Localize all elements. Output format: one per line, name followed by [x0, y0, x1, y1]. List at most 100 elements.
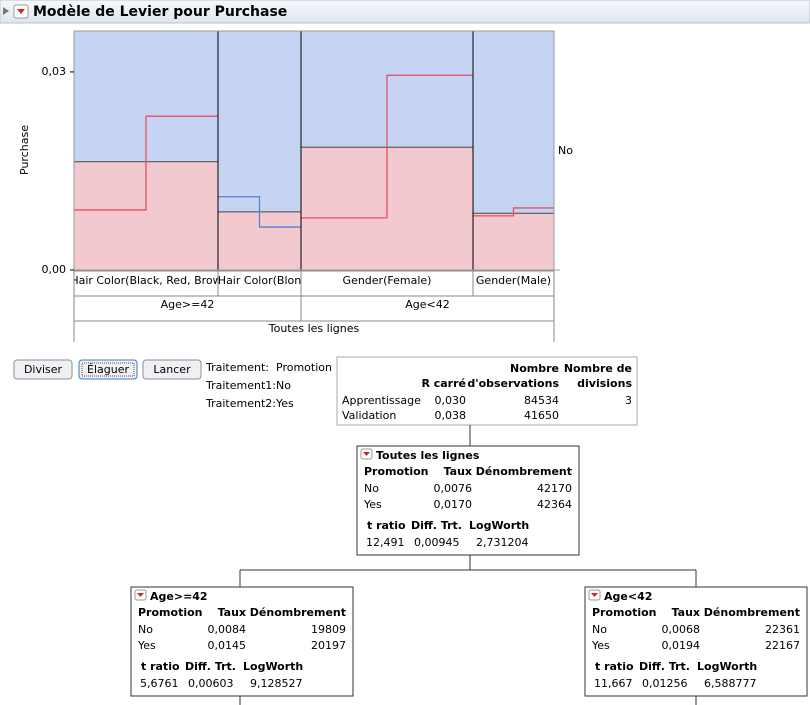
treatment-key: Traitement1: [205, 379, 276, 392]
plot-frame [73, 30, 555, 271]
node-cell: 22361 [765, 623, 800, 636]
collapse-icon[interactable] [3, 7, 9, 15]
node-menu-arrow [591, 593, 598, 597]
node-cell: No [138, 623, 153, 636]
node-cell: 0,0194 [662, 639, 701, 652]
node-menu-arrow [363, 452, 370, 456]
treatment-key: Traitement: [205, 361, 269, 374]
title: Modèle de Levier pour Purchase [33, 4, 287, 20]
button[interactable] [142, 359, 202, 380]
node-title: Age>=42 [150, 590, 208, 603]
node-title: Toutes les lignes [376, 449, 480, 462]
title-bar [0, 0, 810, 24]
node-column: Promotion [592, 606, 656, 619]
treatment-value: No [276, 379, 291, 392]
label-row [73, 295, 555, 322]
node-cell: Yes [591, 639, 610, 652]
button[interactable] [13, 359, 73, 380]
label-row [73, 321, 555, 342]
stats-value: 0,00945 [414, 536, 460, 549]
button-label[interactable]: Diviser [24, 363, 63, 376]
node-cell: 0,0145 [208, 639, 247, 652]
node-cell: 0,0170 [434, 498, 473, 511]
root-label: Toutes les lignes [268, 322, 360, 335]
node-column: Taux [672, 606, 700, 619]
stats-column: LogWorth [243, 660, 303, 673]
y-axis-label: Purchase [18, 125, 31, 175]
node-cell: 42170 [537, 482, 572, 495]
node-cell: No [592, 623, 607, 636]
node-column: Promotion [364, 465, 428, 478]
stats-column: Diff. Trt. [639, 660, 690, 673]
button-label[interactable]: Lancer [153, 363, 191, 376]
stats-value: 11,667 [594, 677, 633, 690]
summary-cell: 3 [625, 394, 632, 407]
node-box [584, 586, 808, 697]
stats-value: 12,491 [366, 536, 405, 549]
node-cell: 22167 [765, 639, 800, 652]
button[interactable] [78, 359, 138, 380]
stats-value: 6,588777 [704, 677, 757, 690]
summary-cell: 0,038 [435, 409, 467, 422]
summary-header: divisions [577, 377, 632, 390]
summary-cell: Validation [342, 409, 396, 422]
node-cell: 0,0076 [434, 482, 473, 495]
summary-header: R carré [421, 377, 466, 390]
stats-value: 9,128527 [250, 677, 303, 690]
summary-header: Nombre [510, 362, 559, 375]
stats-value: 0,00603 [188, 677, 234, 690]
node-cell: No [364, 482, 379, 495]
step-line [74, 115, 218, 211]
connector [239, 425, 697, 705]
node-cell: 20197 [311, 639, 346, 652]
y-tick-label: 0,00 [42, 263, 67, 276]
treatment-value: Yes [275, 397, 294, 410]
category-label: Gender(Male) [476, 274, 551, 287]
node-column: Taux [218, 606, 246, 619]
treatment-key: Traitement2: [205, 397, 276, 410]
node-title: Age<42 [604, 590, 652, 603]
summary-cell: 41650 [524, 409, 559, 422]
step-line [301, 74, 473, 219]
menu-arrow [17, 9, 25, 14]
node-cell: Yes [363, 498, 382, 511]
node-column: Taux [444, 465, 472, 478]
node-column: Dénombrement [250, 606, 346, 619]
stats-column: LogWorth [469, 519, 529, 532]
node-cell: 0,0084 [208, 623, 247, 636]
node-box [130, 586, 354, 697]
stats-column: LogWorth [697, 660, 757, 673]
stats-value: 5,6761 [140, 677, 179, 690]
node-box [356, 445, 580, 556]
node-cell: 42364 [537, 498, 572, 511]
summary-cell: 0,030 [435, 394, 467, 407]
summary-box [336, 356, 638, 426]
stats-column: Diff. Trt. [411, 519, 462, 532]
button-label[interactable]: Élaguer [87, 363, 129, 376]
step-line [473, 207, 554, 217]
right-label: No [558, 144, 573, 157]
category-label: Hair Color(Black, Red, Brow [70, 274, 221, 287]
stats-value: 2,731204 [476, 536, 529, 549]
node-cell: Yes [137, 639, 156, 652]
summary-cell: 84534 [524, 394, 559, 407]
category-label: Hair Color(Blon [218, 274, 301, 287]
group-label: Age<42 [405, 298, 450, 311]
category-label: Gender(Female) [343, 274, 432, 287]
node-column: Dénombrement [704, 606, 800, 619]
group-label: Age>=42 [161, 298, 215, 311]
node-cell: 19809 [311, 623, 346, 636]
summary-cell: Apprentissage [342, 394, 421, 407]
node-column: Dénombrement [476, 465, 572, 478]
node-cell: 0,0068 [662, 623, 701, 636]
stats-column: t ratio [141, 660, 180, 673]
level-area [473, 213, 554, 270]
node-column: Promotion [138, 606, 202, 619]
stats-value: 0,01256 [642, 677, 688, 690]
stats-column: t ratio [595, 660, 634, 673]
summary-header: Nombre de [564, 362, 632, 375]
stats-column: t ratio [367, 519, 406, 532]
summary-header: d'observations [467, 377, 559, 390]
node-menu-arrow [137, 593, 144, 597]
